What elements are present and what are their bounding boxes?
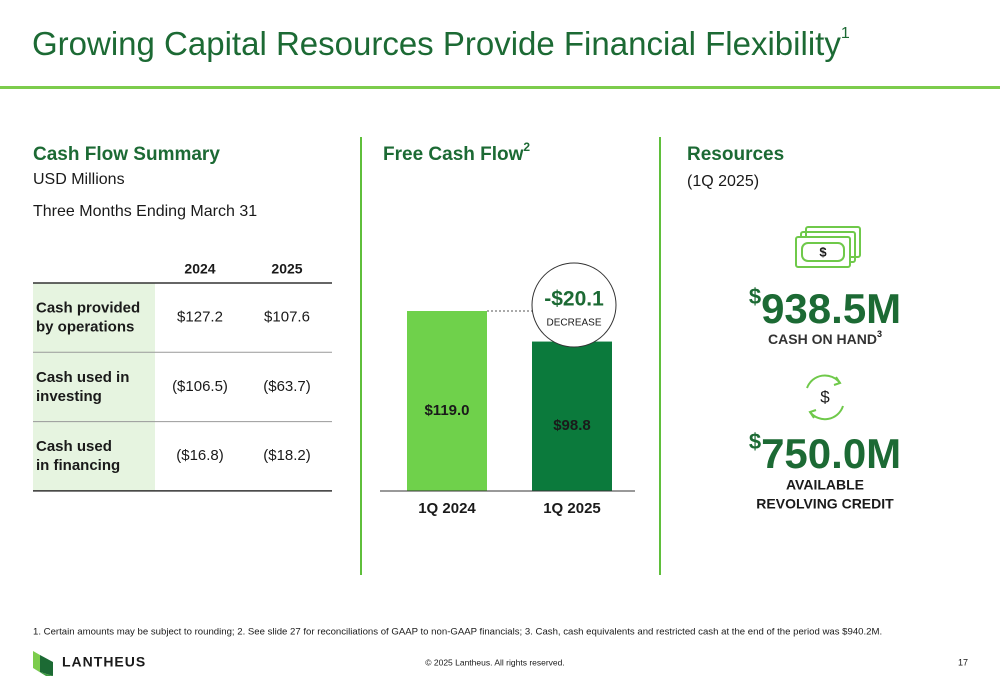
bar-chart: $119.0 1Q 2024 $98.8 1Q 2025 -$20.1 DECREASE: [380, 262, 635, 517]
currency: $: [749, 284, 761, 309]
svg-text:$: $: [819, 244, 827, 259]
section-title: Cash Flow Summary: [33, 144, 220, 165]
footnote: 1. Certain amounts may be subject to rou…: [33, 627, 882, 638]
row-label: by operations: [36, 319, 134, 336]
row-label: Cash used in: [36, 369, 129, 386]
column-header: 2025: [271, 261, 302, 277]
svg-text:$: $: [820, 387, 830, 406]
brand: LANTHEUS: [62, 654, 146, 670]
cell: ($106.5): [172, 378, 228, 395]
title-note: 1: [841, 25, 850, 42]
unit: USD Millions: [33, 171, 125, 188]
title-rule: [0, 86, 1000, 89]
bar: [532, 341, 612, 491]
value-label: $98.8: [553, 417, 591, 434]
row-label: in financing: [36, 457, 120, 474]
row-label: Cash provided: [36, 300, 140, 317]
cell: ($18.2): [263, 447, 311, 464]
cell: $107.6: [264, 309, 310, 326]
cell: $127.2: [177, 309, 223, 326]
resource-label: CASH ON HAND3: [768, 329, 882, 346]
annotation-circle: [531, 262, 617, 348]
page-number: 17: [958, 657, 968, 667]
section-title: Resources: [687, 144, 784, 165]
annotation: -$20.1: [544, 288, 604, 311]
chart-title-text: Free Cash Flow: [383, 144, 524, 165]
value-label: $119.0: [424, 402, 469, 419]
copyright: © 2025 Lantheus. All rights reserved.: [425, 657, 565, 667]
row-label: Cash used: [36, 438, 112, 455]
category-label: 1Q 2025: [543, 500, 601, 517]
slide-title: Growing Capital Resources Provide Financ…: [32, 25, 850, 62]
resource-label: AVAILABLE: [786, 477, 864, 493]
cell: ($63.7): [263, 378, 311, 395]
cash-icon: $: [795, 226, 861, 268]
annotation-sub: DECREASE: [546, 318, 601, 329]
amount: 750.0M: [761, 430, 901, 477]
currency: $: [749, 429, 761, 454]
chart-title-note: 2: [523, 140, 530, 154]
bar: [407, 311, 487, 491]
amount: 938.5M: [761, 285, 901, 332]
resource-label: REVOLVING CREDIT: [756, 496, 894, 512]
cell: ($16.8): [176, 447, 224, 464]
label-note: 3: [877, 329, 882, 339]
logo-mark: [33, 651, 53, 676]
title-text: Growing Capital Resources Provide Financ…: [32, 25, 841, 62]
row-label: investing: [36, 388, 102, 405]
label-column: [33, 283, 155, 491]
chart-title: Free Cash Flow2: [383, 140, 530, 165]
credit-icon: $: [806, 374, 844, 421]
period: (1Q 2025): [687, 173, 759, 190]
resource-amount: $750.0M: [749, 429, 901, 477]
divider: [360, 137, 362, 575]
label-text: CASH ON HAND: [768, 331, 877, 347]
resource-amount: $938.5M: [749, 284, 901, 332]
column-header: 2024: [184, 261, 215, 277]
table: 2024 2025 Cash provided by operations $127…: [33, 261, 332, 492]
category-label: 1Q 2024: [418, 500, 476, 517]
divider: [659, 137, 661, 575]
period: Three Months Ending March 31: [33, 203, 257, 220]
